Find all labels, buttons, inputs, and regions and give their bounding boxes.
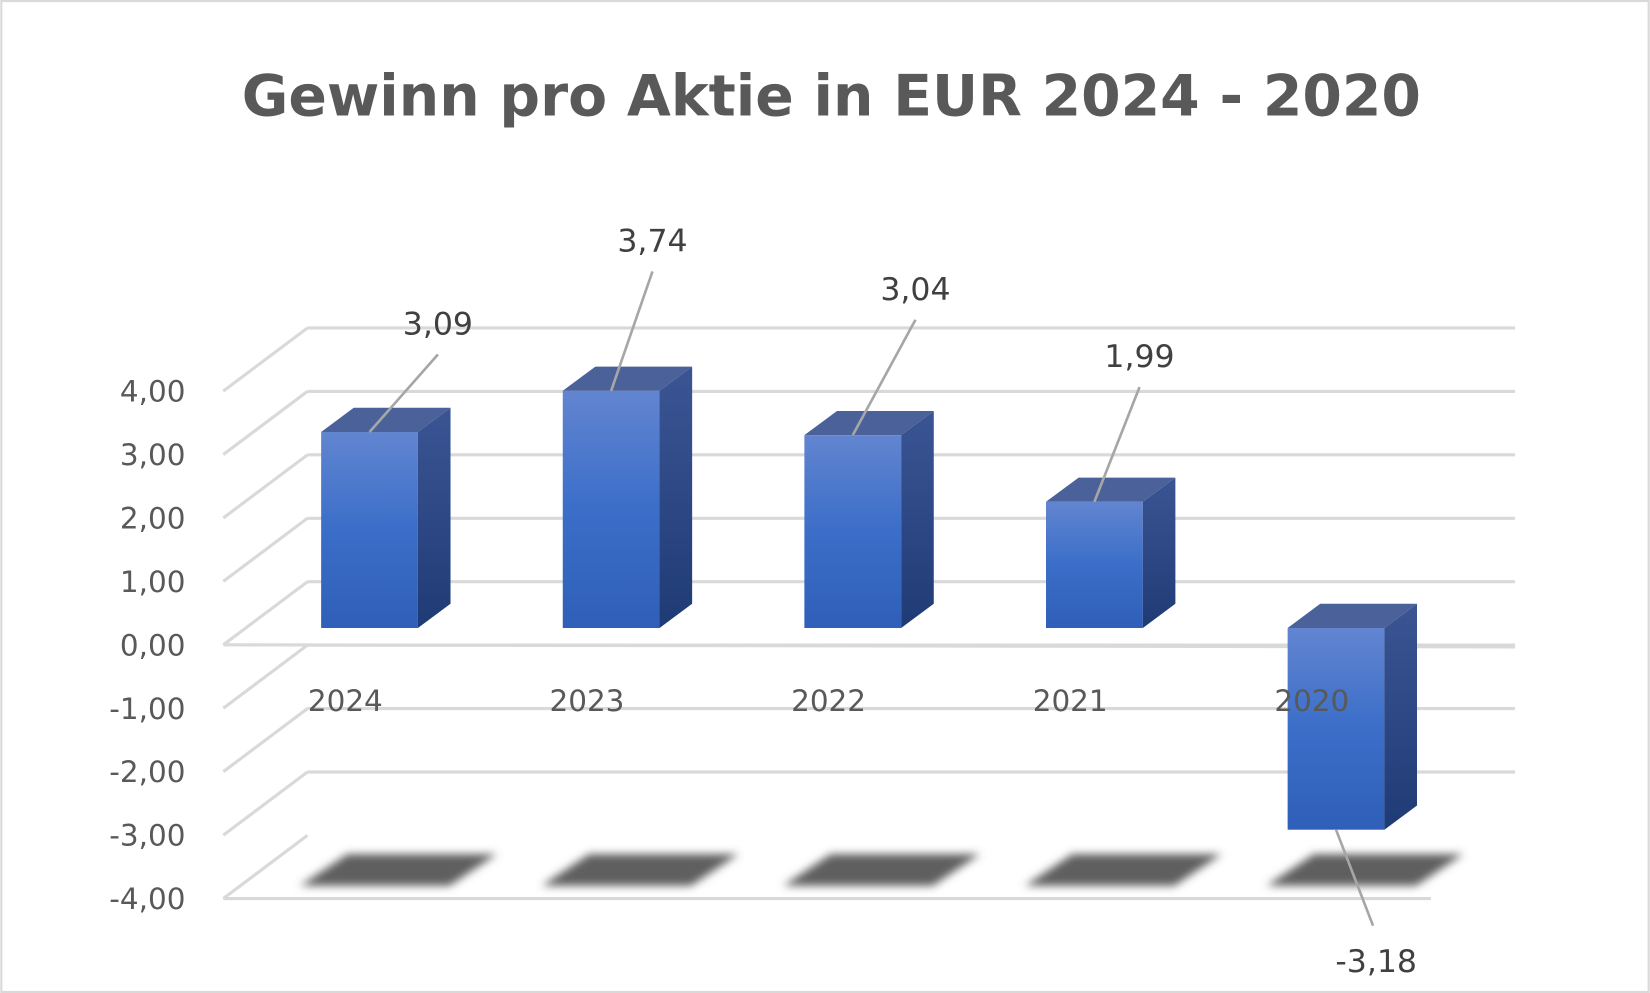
y-tick-label: -3,00 — [109, 819, 185, 853]
bar-top — [804, 410, 934, 436]
bar-2024 — [321, 407, 451, 628]
gridline-side — [222, 643, 309, 710]
bar-side — [1384, 603, 1418, 830]
y-tick-label: 0,00 — [120, 628, 186, 662]
x-category-label: 2023 — [549, 684, 624, 718]
bar-front — [1287, 627, 1385, 830]
bar-shadow — [541, 854, 739, 886]
y-tick-label: -4,00 — [109, 882, 185, 916]
x-category-label: 2021 — [1033, 684, 1108, 718]
leader-line — [1334, 829, 1375, 927]
leader-line — [1093, 386, 1141, 503]
bar-shadow — [1024, 854, 1222, 886]
bar-shadow — [300, 854, 497, 886]
bar-side — [659, 366, 693, 628]
bar-2022 — [804, 410, 934, 628]
bar-side — [417, 407, 451, 628]
y-tick-label: 3,00 — [120, 438, 186, 472]
gridline-side — [222, 707, 309, 773]
y-tick-label: 2,00 — [120, 501, 186, 535]
bar-top — [321, 407, 451, 432]
y-tick-label: -1,00 — [109, 692, 185, 726]
data-label: 3,04 — [880, 272, 950, 308]
data-label: 1,99 — [1104, 339, 1174, 375]
bar-front — [321, 431, 418, 628]
bar-shadow — [1266, 854, 1464, 886]
gridline-side — [222, 580, 309, 647]
bar-side — [901, 410, 934, 628]
x-category-label: 2020 — [1274, 684, 1349, 718]
leader-line — [851, 319, 917, 436]
bar-2020 — [1287, 603, 1418, 830]
bar-2023 — [562, 366, 693, 628]
bar-front — [562, 390, 660, 628]
bar-2021 — [1046, 477, 1176, 628]
data-label: -3,18 — [1335, 944, 1417, 980]
bar-front — [804, 435, 902, 628]
gridline-side — [222, 326, 309, 393]
bar-shadow — [783, 854, 981, 886]
gridline-side — [222, 390, 309, 456]
y-tick-label: 1,00 — [120, 565, 186, 599]
gridline-side — [222, 834, 309, 900]
data-label: 3,09 — [403, 307, 473, 343]
gridline-side — [222, 453, 309, 520]
bar-side — [1142, 477, 1176, 628]
y-tick-label: -2,00 — [109, 755, 185, 789]
bar-top — [1287, 603, 1418, 628]
x-category-label: 2024 — [308, 684, 383, 718]
bar-front — [1046, 501, 1143, 628]
gridline-side — [222, 517, 309, 583]
data-label: 3,74 — [617, 223, 687, 259]
x-category-label: 2022 — [791, 684, 866, 718]
leader-line — [609, 270, 654, 392]
chart-title: Gewinn pro Aktie in EUR 2024 - 2020 — [242, 64, 1421, 130]
bar-top — [1046, 477, 1176, 502]
gridline-side — [222, 770, 309, 837]
y-tick-label: 4,00 — [120, 375, 186, 409]
bar-top — [562, 366, 693, 391]
leader-line — [368, 353, 439, 433]
